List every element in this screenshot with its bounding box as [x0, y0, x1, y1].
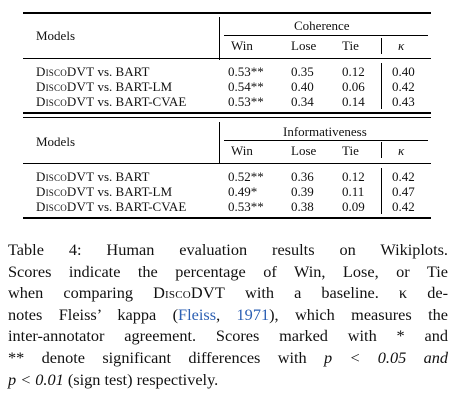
table1-row-2-tie: 0.06 — [342, 79, 365, 94]
table2-row-2-tie: 0.11 — [342, 184, 365, 199]
table1-kappa-rule-header — [381, 38, 382, 54]
table2-row-2-model: DiscoDVT vs. BART-LM — [36, 184, 173, 199]
table2-header-models: Models — [36, 134, 75, 149]
table2-row-2-win: 0.49* — [228, 184, 258, 199]
table1-top-rule — [23, 12, 431, 14]
table1-row-1-kappa: 0.40 — [392, 64, 415, 79]
table1-header-lose: Lose — [291, 38, 317, 53]
table2-row-3-model: DiscoDVT vs. BART-CVAE — [36, 199, 187, 214]
table2-row-1-win: 0.52** — [228, 169, 264, 184]
table1-row-2-model: DiscoDVT vs. BART-LM — [36, 79, 173, 94]
caption-line-5: inter-annotator agreement. Scores marked… — [8, 326, 448, 346]
table2-header-lose: Lose — [291, 143, 317, 158]
table2-group-underline — [224, 140, 428, 141]
table1-header-models: Models — [36, 28, 75, 43]
caption-line-7: p < 0.01 (sign test) respectively. — [8, 369, 219, 389]
table1-row-2-win: 0.54** — [228, 79, 264, 94]
table1-row-3-tie: 0.14 — [342, 94, 365, 109]
table2-row-3-lose: 0.38 — [291, 199, 314, 214]
table2-row-1-lose: 0.36 — [291, 169, 314, 184]
table1-group-header: Coherence — [294, 18, 350, 33]
caption-line-4: notes Fleiss’ kappa (Fleiss, 1971), whic… — [8, 304, 449, 324]
table2-header-tie: Tie — [342, 143, 359, 158]
table1-group-underline — [224, 35, 428, 36]
table2-header-kappa: κ — [398, 143, 405, 158]
table2-row-2-kappa: 0.47 — [392, 184, 415, 199]
table2-row-1-kappa: 0.42 — [392, 169, 415, 184]
table2-row-3-tie: 0.09 — [342, 199, 365, 214]
table2-row-1-tie: 0.12 — [342, 169, 365, 184]
table2-bottom-rule — [23, 217, 431, 219]
table1-bottom-rule — [23, 112, 431, 114]
table1-row-2-lose: 0.40 — [291, 79, 314, 94]
table1-row-1-lose: 0.35 — [291, 64, 314, 79]
table1-row-1-tie: 0.12 — [342, 64, 365, 79]
citation-fleiss-link[interactable]: Fleiss — [178, 304, 217, 324]
table1-row-3-model: DiscoDVT vs. BART-CVAE — [36, 94, 187, 109]
table1-row-1-model: DiscoDVT vs. BART — [36, 64, 150, 79]
caption-line-6: ** denote significant differences with p… — [8, 347, 448, 367]
table1-header-tie: Tie — [342, 38, 359, 53]
table1-row-2-kappa: 0.42 — [392, 79, 415, 94]
caption-line-2: Scores indicate the percentage of Win, L… — [8, 261, 448, 281]
table1-header-win: Win — [231, 38, 253, 53]
table2-mid-rule — [23, 163, 431, 164]
table1-kappa-rule-body — [381, 63, 382, 109]
table2-row-3-win: 0.53** — [228, 199, 264, 214]
citation-year-link[interactable]: 1971 — [236, 304, 270, 324]
table2-header-win: Win — [231, 143, 253, 158]
table1-row-3-win: 0.53** — [228, 94, 264, 109]
table2-row-2-lose: 0.39 — [291, 184, 314, 199]
caption-line-3: when comparing DiscoDVT with a baseline.… — [8, 283, 448, 303]
table1-row-1-win: 0.53** — [228, 64, 264, 79]
table1-vertical-rule — [219, 17, 220, 60]
table-separator-rule — [23, 117, 431, 118]
table2-vertical-rule — [219, 122, 220, 164]
table1-row-3-lose: 0.34 — [291, 94, 314, 109]
table1-row-3-kappa: 0.43 — [392, 94, 415, 109]
table2-kappa-rule-header — [381, 142, 382, 158]
table1-header-kappa: κ — [398, 38, 405, 53]
table2-row-3-kappa: 0.42 — [392, 199, 415, 214]
table2-kappa-rule-body — [381, 168, 382, 214]
table1-mid-rule — [23, 58, 431, 59]
table-caption: Table 4: Human evaluation results on Wik… — [8, 239, 448, 390]
table2-row-1-model: DiscoDVT vs. BART — [36, 169, 150, 184]
caption-line-1: Table 4: Human evaluation results on Wik… — [8, 240, 448, 259]
table2-group-header: Informativeness — [283, 124, 367, 139]
